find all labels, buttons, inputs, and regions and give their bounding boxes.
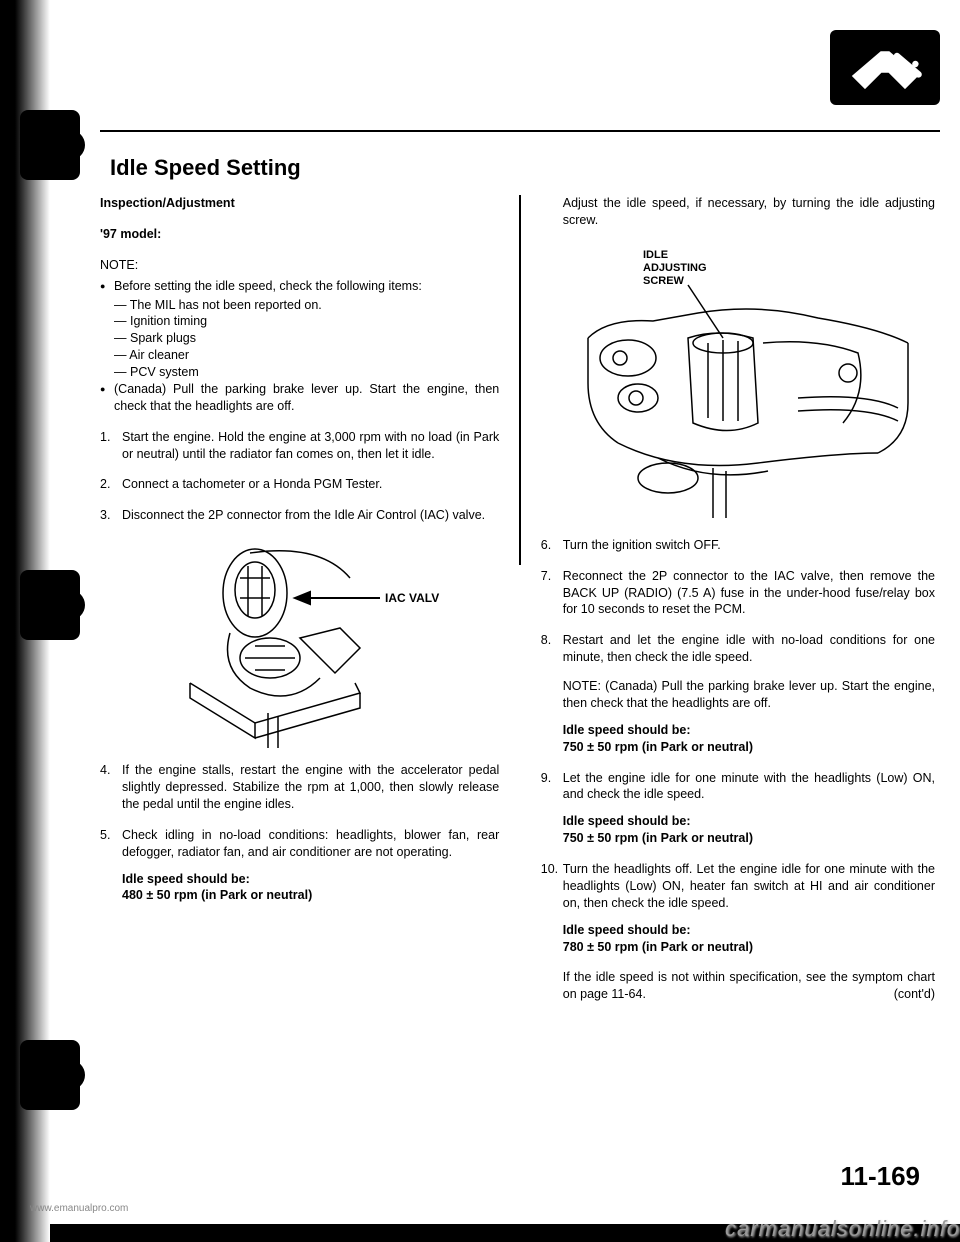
- spec-label: Idle speed should be:: [122, 871, 499, 888]
- binder-hole-decor: [20, 1040, 80, 1110]
- spec-value: 750 ± 50 rpm (in Park or neutral): [563, 739, 935, 756]
- dash-item: Air cleaner: [114, 347, 499, 364]
- tail-text: If the idle speed is not within specific…: [563, 969, 935, 1003]
- watermark-right: carmanualsonline.info: [725, 1216, 960, 1242]
- figure-label: IDLE: [643, 249, 668, 261]
- step-item: 7. Reconnect the 2P connector to the IAC…: [541, 568, 935, 619]
- spec-label: Idle speed should be:: [563, 813, 935, 830]
- step-item: 1. Start the engine. Hold the engine at …: [100, 429, 499, 463]
- note-text: NOTE: (Canada) Pull the parking brake le…: [563, 678, 935, 712]
- spec-value: 480 ± 50 rpm (in Park or neutral): [122, 887, 499, 904]
- figure-label: IAC VALVE: [385, 591, 440, 605]
- note-bullet: (Canada) Pull the parking brake lever up…: [100, 381, 499, 415]
- intro-text: Adjust the idle speed, if necessary, by …: [563, 195, 935, 229]
- step-item: 8. Restart and let the engine idle with …: [541, 632, 935, 666]
- dash-item: Ignition timing: [114, 313, 499, 330]
- page-title: Idle Speed Setting: [110, 155, 301, 181]
- figure-iac-valve: IAC VALVE: [100, 538, 499, 748]
- spec-label: Idle speed should be:: [563, 922, 935, 939]
- figure-adjusting-screw: IDLE ADJUSTING SCREW: [541, 243, 935, 523]
- figure-label: SCREW: [643, 275, 685, 287]
- contd-label: (cont'd): [894, 986, 935, 1003]
- step-item: 6. Turn the ignition switch OFF.: [541, 537, 935, 554]
- note-label: NOTE:: [100, 257, 499, 274]
- dash-item: The MIL has not been reported on.: [114, 297, 499, 314]
- figure-label: ADJUSTING: [643, 262, 707, 274]
- binder-hole-decor: [20, 570, 80, 640]
- spec-value: 750 ± 50 rpm (in Park or neutral): [563, 830, 935, 847]
- right-column: Adjust the idle speed, if necessary, by …: [521, 195, 940, 1003]
- section-subtitle: Inspection/Adjustment: [100, 195, 499, 212]
- model-label: '97 model:: [100, 226, 499, 243]
- dash-item: Spark plugs: [114, 330, 499, 347]
- section-icon: [830, 30, 940, 105]
- step-item: 9. Let the engine idle for one minute wi…: [541, 770, 935, 804]
- step-item: 4. If the engine stalls, restart the eng…: [100, 762, 499, 813]
- watermark-left: www.emanualpro.com: [30, 1203, 128, 1214]
- page-number: 11-169: [840, 1161, 920, 1192]
- dash-item: PCV system: [114, 364, 499, 381]
- dash-list: The MIL has not been reported on. Igniti…: [114, 297, 499, 381]
- step-item: 2. Connect a tachometer or a Honda PGM T…: [100, 476, 499, 493]
- step-item: 10. Turn the headlights off. Let the eng…: [541, 861, 935, 912]
- left-column: Inspection/Adjustment '97 model: NOTE: B…: [100, 195, 519, 1003]
- horizontal-rule: [100, 130, 940, 132]
- binder-hole-decor: [20, 110, 80, 180]
- step-item: 3. Disconnect the 2P connector from the …: [100, 507, 499, 524]
- step-item: 5. Check idling in no-load conditions: h…: [100, 827, 499, 861]
- spec-value: 780 ± 50 rpm (in Park or neutral): [563, 939, 935, 956]
- spec-label: Idle speed should be:: [563, 722, 935, 739]
- note-bullet: Before setting the idle speed, check the…: [100, 278, 499, 295]
